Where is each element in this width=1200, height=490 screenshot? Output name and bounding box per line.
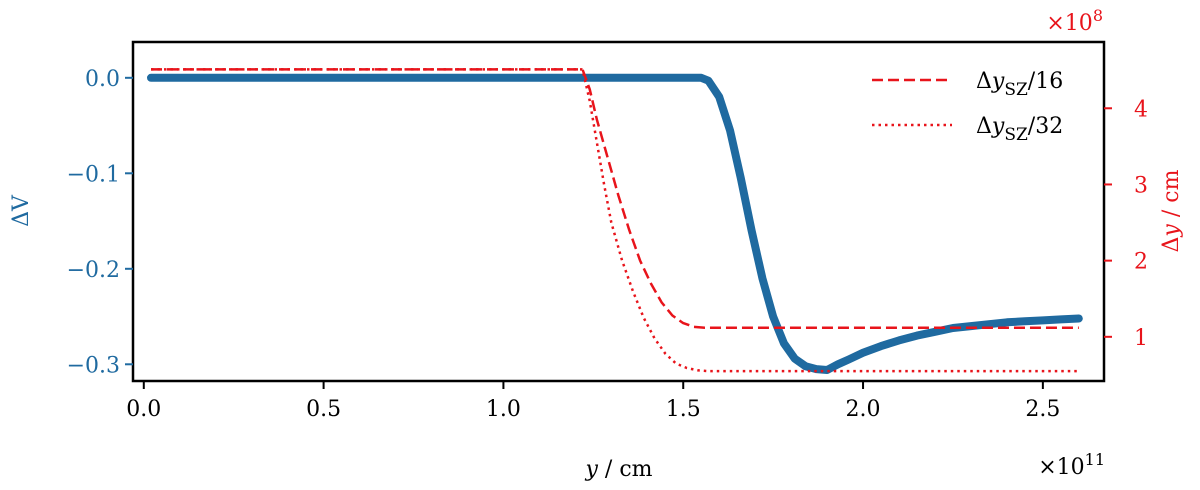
y-right-multiplier: ×108 xyxy=(1046,6,1103,36)
series-dy-sz-32-line xyxy=(151,68,1079,373)
y-right-tick-label: 3 xyxy=(1134,173,1148,198)
y-right-tick-label: 1 xyxy=(1134,326,1148,351)
y-right-axis-label: Δy / cm xyxy=(1159,169,1184,252)
plot-area xyxy=(147,68,1083,374)
plot-frame xyxy=(131,40,1106,383)
x-tick-label: 0.5 xyxy=(306,397,341,422)
y-left-tick-label: −0.3 xyxy=(67,353,120,378)
series-delta-nabla-line xyxy=(147,73,1083,374)
legend-label-dotted: ΔySZ/32 xyxy=(976,114,1063,145)
y-left-axis-label: ΔV xyxy=(9,194,34,227)
series-dy-sz-16-line xyxy=(151,68,1079,329)
y-right-tick-label: 4 xyxy=(1134,97,1148,122)
y-right-tick-label: 2 xyxy=(1134,250,1148,275)
axis-ticks: 0.0 0.5 1.0 1.5 2.0 2.5 0.0 −0.1 −0.2 −0.3 1 2 3 4 xyxy=(67,67,1148,422)
x-tick-label: 2.5 xyxy=(1025,397,1060,422)
x-tick-label: 2.0 xyxy=(846,397,881,422)
x-tick-label: 0.0 xyxy=(126,397,161,422)
y-left-tick-label: −0.1 xyxy=(67,162,120,187)
x-tick-label: 1.5 xyxy=(666,397,701,422)
y-left-tick-label: 0.0 xyxy=(85,67,120,92)
legend: ΔySZ/16 ΔySZ/32 xyxy=(872,69,1063,145)
legend-label-dashed: ΔySZ/16 xyxy=(976,69,1063,100)
x-tick-label: 1.0 xyxy=(486,397,521,422)
y-left-tick-label: −0.2 xyxy=(67,258,120,283)
x-axis-label: y / cm xyxy=(584,457,652,482)
x-axis-multiplier: ×1011 xyxy=(1038,450,1105,480)
